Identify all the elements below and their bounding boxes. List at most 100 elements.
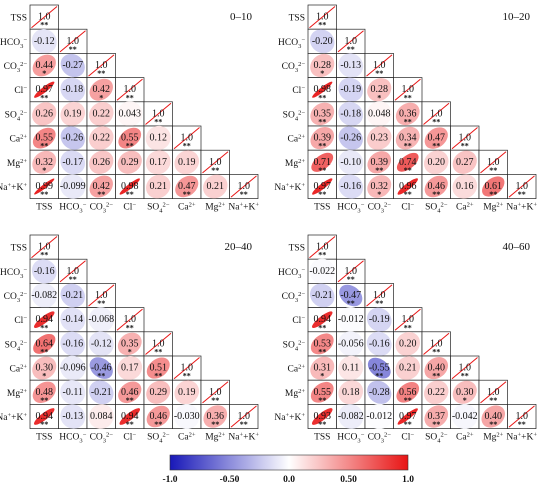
cell-r5-c1: -0.096	[58, 355, 88, 381]
corr-ellipse	[311, 152, 334, 172]
corr-value: 1.0	[95, 60, 108, 71]
cell-r3-c1: -0.14	[58, 307, 88, 333]
cell-r2-c1: -0.47**	[336, 283, 366, 308]
significance-mark: **	[154, 420, 162, 429]
cell-r6-c5: 0.19	[172, 149, 202, 175]
column-label: Cl−​	[401, 202, 414, 213]
colorbar-tick: -0.50	[220, 475, 240, 485]
corr-value: 1.0	[487, 387, 500, 398]
corr-value: 0.35	[121, 338, 139, 349]
significance-mark: **	[154, 372, 162, 381]
corr-ellipse	[32, 127, 56, 149]
corr-value: 0.94	[36, 411, 54, 422]
corr-ellipse	[310, 381, 334, 403]
significance-mark: **	[432, 420, 440, 429]
corr-value: 0.22	[93, 108, 111, 119]
row-label: Mg2+​	[7, 388, 27, 399]
significance-mark: **	[40, 21, 48, 30]
corr-ellipse	[309, 29, 335, 54]
cell-r7-c0: 0.99**	[29, 174, 59, 199]
corr-value: 0.97	[314, 181, 332, 192]
corr-ellipse	[338, 380, 364, 405]
row-label: Cl−​	[14, 315, 27, 326]
corr-value: -0.068	[88, 314, 114, 325]
significance-mark: **	[318, 323, 326, 332]
colorbar-tick: -1.0	[162, 475, 177, 485]
cell-r6-c2: -0.28	[364, 379, 394, 405]
column-label: Na+​+K+​	[228, 432, 259, 443]
cell-r5-c4: 0.47**	[421, 125, 451, 151]
corr-value: 0.48	[36, 387, 54, 398]
corr-ellipse	[175, 175, 199, 198]
significance-mark: **	[97, 69, 105, 78]
corr-ellipse	[452, 403, 478, 430]
significance-mark: *	[99, 93, 103, 102]
row-label: Ca2+​	[288, 364, 306, 375]
corr-value: 1.0	[181, 363, 194, 374]
corr-ellipse	[395, 126, 420, 150]
significance-mark: **	[69, 45, 77, 54]
cell-r7-c7: 1.0**	[229, 174, 259, 199]
corr-value: 0.32	[371, 181, 389, 192]
corr-ellipse	[312, 178, 333, 195]
corr-value: -0.082	[31, 290, 57, 301]
row-label: Ca2+​	[10, 364, 28, 375]
corr-value: 0.99	[36, 181, 54, 192]
corr-ellipse	[32, 381, 56, 404]
row-label: SO4​2−​	[5, 339, 28, 352]
corr-ellipse	[310, 283, 335, 308]
diagonal-mark	[394, 78, 421, 101]
cell-r7-c0: 0.94**	[29, 404, 59, 429]
significance-mark: **	[240, 190, 248, 199]
corr-ellipse	[60, 355, 86, 381]
corr-value: 0.55	[121, 133, 139, 144]
corr-value: 0.22	[93, 133, 111, 144]
diagonal-mark	[309, 6, 336, 29]
significance-mark: **	[154, 348, 162, 357]
column-label: Mg2+​	[483, 202, 503, 213]
corr-value: 1.0	[373, 290, 386, 301]
corr-ellipse	[118, 381, 142, 404]
corr-value: 0.23	[371, 133, 389, 144]
significance-mark: **	[518, 420, 526, 429]
cell-r7-c2: 0.42**	[86, 174, 116, 199]
significance-mark: **	[404, 396, 412, 405]
cell-r7-c2: 0.084	[86, 404, 116, 429]
cell-r5-c3: 0.34**	[393, 125, 423, 151]
significance-mark: **	[404, 142, 412, 151]
column-label: SO4​2−​	[147, 202, 170, 215]
diagonal-mark	[480, 381, 507, 404]
column-label: HCO3​−​	[337, 202, 364, 215]
corr-value: 0.26	[93, 157, 111, 168]
cell-r5-c1: 0.11	[336, 355, 366, 381]
corr-ellipse	[174, 403, 200, 430]
corr-value: 1.0	[209, 157, 222, 168]
cell-r7-c1: -0.16	[336, 174, 366, 199]
significance-mark: **	[318, 93, 326, 102]
corr-value: 0.36	[207, 411, 225, 422]
corr-ellipse	[118, 127, 142, 149]
significance-mark: **	[375, 69, 383, 78]
column-label: CO3​2−​	[90, 432, 114, 445]
corr-ellipse	[396, 152, 419, 172]
corr-ellipse	[174, 380, 200, 405]
cell-r7-c6: 0.21	[200, 174, 230, 199]
diagonal-mark	[116, 78, 143, 101]
column-label: Mg2+​	[205, 432, 225, 443]
significance-mark: **	[211, 396, 219, 405]
column-label: CO3​2−​	[368, 432, 392, 445]
cell-r6-c2: 0.26	[86, 149, 116, 175]
column-label: Na+​+K+​	[506, 202, 537, 213]
cell-r4-c2: 0.22	[86, 101, 116, 127]
corr-value: -0.022	[309, 266, 335, 277]
corr-ellipse	[423, 150, 449, 175]
cell-r1-c0: -0.20	[307, 28, 337, 54]
corr-ellipse	[89, 126, 114, 150]
significance-mark: **	[97, 299, 105, 308]
row-label: TSS	[11, 14, 27, 24]
corr-value: 0.53	[314, 338, 332, 349]
corr-ellipse	[146, 174, 171, 199]
significance-mark: **	[318, 21, 326, 30]
significance-mark: **	[318, 251, 326, 260]
corr-value: 0.27	[456, 157, 474, 168]
